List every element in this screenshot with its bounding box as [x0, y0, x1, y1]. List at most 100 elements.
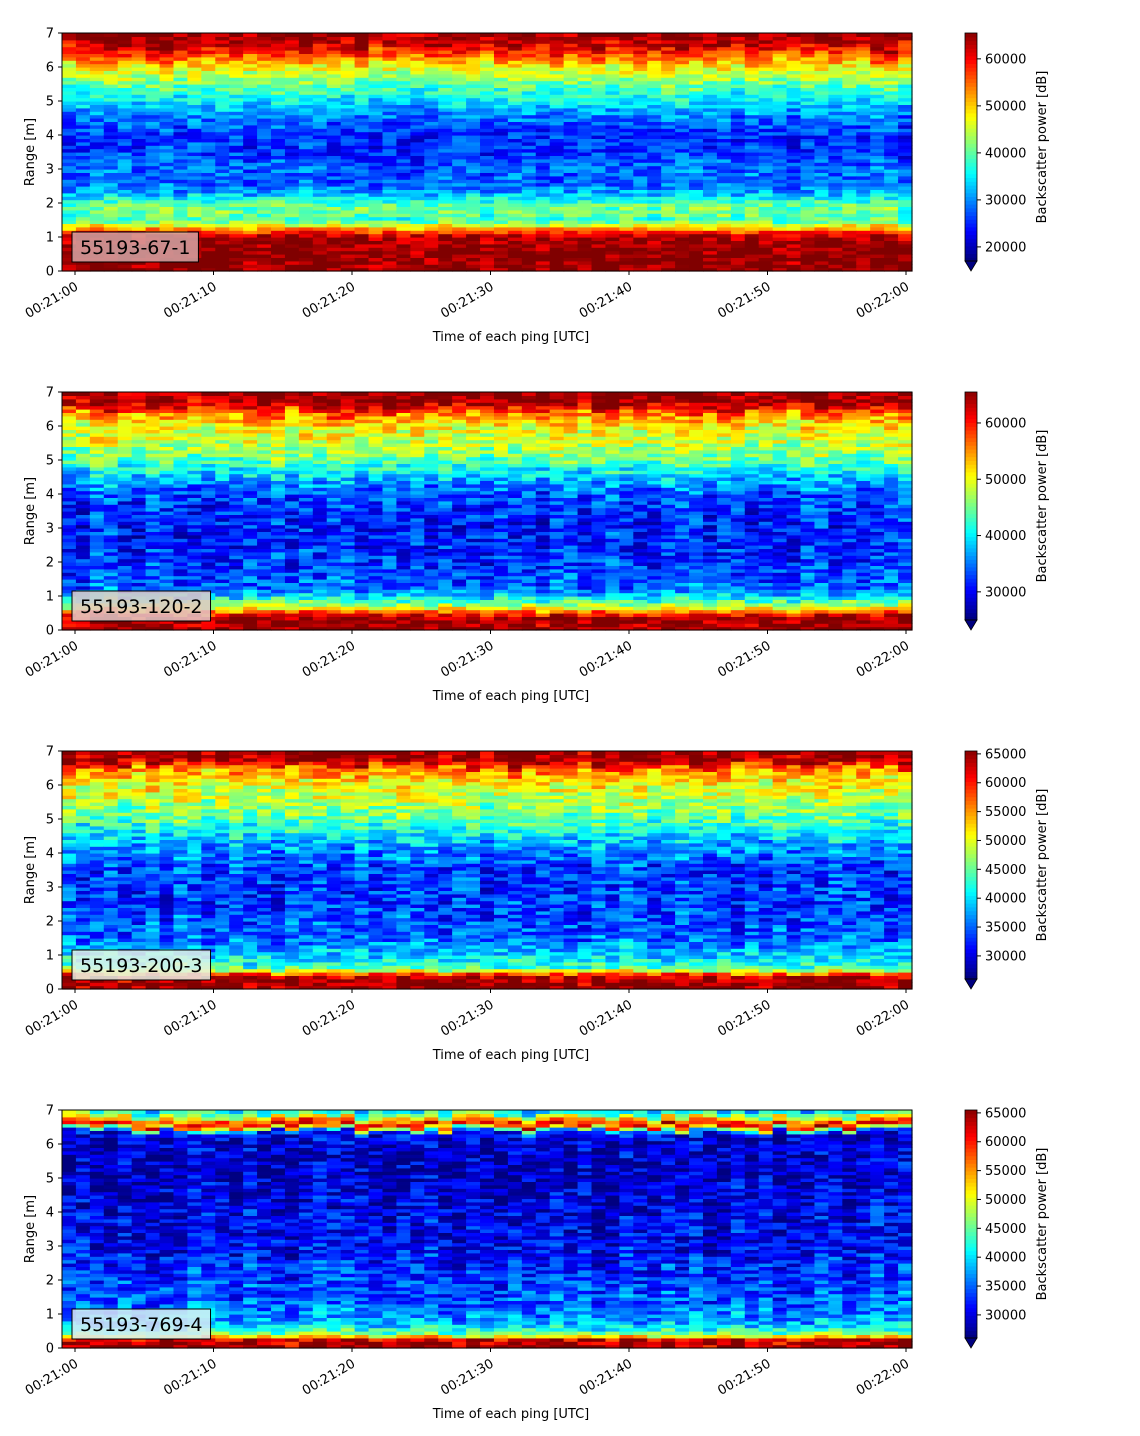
heatmap-cell: [480, 247, 495, 252]
heatmap-cell: [758, 233, 774, 238]
heatmap-cell: [145, 33, 161, 37]
heatmap-cell: [187, 209, 202, 214]
heatmap-cell: [326, 36, 342, 41]
heatmap-cell: [466, 77, 481, 82]
heatmap-cell: [480, 213, 495, 218]
heatmap-cell: [480, 250, 495, 255]
heatmap-cell: [62, 148, 77, 153]
heatmap-cell: [480, 226, 495, 231]
colorbar-segment: [965, 147, 977, 152]
heatmap-cell: [396, 84, 411, 88]
heatmap-cell: [549, 152, 565, 156]
heatmap-cell: [591, 182, 607, 187]
heatmap-cell: [62, 206, 77, 211]
heatmap-cell: [535, 199, 551, 204]
heatmap-cell: [884, 111, 899, 116]
heatmap-cell: [730, 250, 746, 255]
heatmap-cell: [856, 226, 871, 231]
heatmap-cell: [438, 192, 453, 197]
heatmap-cell: [243, 189, 258, 194]
heatmap-cell: [62, 155, 77, 160]
heatmap-cell: [452, 267, 467, 272]
heatmap-cell: [201, 237, 216, 241]
heatmap-cell: [689, 124, 704, 129]
heatmap-cell: [786, 223, 802, 228]
heatmap-cell: [312, 233, 328, 238]
heatmap-cell: [117, 426, 133, 430]
heatmap-cell: [535, 196, 551, 201]
heatmap-cell: [466, 203, 481, 207]
heatmap-cell: [75, 155, 91, 160]
heatmap-cell: [842, 43, 857, 48]
heatmap-cell: [62, 480, 77, 485]
heatmap-cell: [215, 39, 230, 44]
heatmap-cell: [493, 53, 509, 58]
heatmap-cell: [173, 63, 189, 68]
heatmap-cell: [298, 70, 314, 75]
heatmap-cell: [284, 36, 300, 41]
heatmap-cell: [103, 189, 119, 194]
heatmap-cell: [103, 415, 119, 420]
heatmap-cell: [312, 60, 328, 65]
heatmap-cell: [730, 124, 746, 129]
heatmap-cell: [103, 111, 119, 116]
heatmap-cell: [438, 264, 453, 269]
heatmap-cell: [257, 118, 272, 122]
heatmap-cell: [675, 145, 690, 150]
heatmap-cell: [549, 63, 565, 68]
heatmap-cell: [298, 203, 314, 207]
heatmap-cell: [619, 250, 634, 255]
heatmap-cell: [424, 124, 439, 129]
heatmap-cell: [842, 264, 857, 269]
heatmap-cell: [591, 56, 607, 61]
heatmap-cell: [605, 63, 620, 68]
heatmap-cell: [340, 169, 356, 173]
heatmap-cell: [75, 121, 91, 126]
heatmap-cell: [870, 186, 885, 190]
heatmap-cell: [744, 131, 760, 136]
heatmap-cell: [201, 107, 216, 112]
heatmap-cell: [730, 114, 746, 119]
heatmap-cell: [271, 254, 286, 258]
heatmap-cell: [326, 223, 342, 228]
heatmap-cell: [75, 415, 91, 420]
heatmap-cell: [326, 104, 342, 109]
heatmap-cell: [675, 138, 690, 143]
heatmap-cell: [382, 247, 398, 252]
heatmap-cell: [75, 449, 91, 454]
heatmap-cell: [257, 240, 272, 245]
heatmap-cell: [438, 80, 453, 85]
heatmap-cell: [870, 179, 885, 184]
heatmap-cell: [215, 101, 230, 105]
heatmap-cell: [675, 223, 690, 228]
heatmap-cell: [842, 104, 857, 109]
heatmap-cell: [898, 152, 913, 156]
heatmap-cell: [870, 223, 885, 228]
heatmap-cell: [675, 73, 690, 78]
heatmap-cell: [493, 90, 509, 95]
heatmap-cell: [730, 145, 746, 150]
heatmap-cell: [689, 220, 704, 224]
heatmap-cell: [75, 114, 91, 119]
heatmap-cell: [173, 46, 189, 51]
heatmap-cell: [340, 186, 356, 190]
heatmap-cell: [675, 216, 690, 221]
heatmap-cell: [340, 67, 356, 71]
heatmap-cell: [424, 240, 439, 245]
heatmap-cell: [758, 240, 774, 245]
heatmap-cell: [75, 118, 91, 122]
heatmap-cell: [856, 155, 871, 160]
heatmap-cell: [466, 87, 481, 92]
heatmap-cell: [326, 264, 342, 269]
heatmap-cell: [702, 220, 718, 224]
heatmap-cell: [702, 124, 718, 129]
heatmap-cell: [772, 172, 788, 177]
heatmap-cell: [480, 87, 495, 92]
heatmap-cell: [340, 213, 356, 218]
heatmap-cell: [229, 56, 244, 61]
heatmap-cell: [898, 209, 913, 214]
heatmap-cell: [535, 131, 551, 136]
heatmap-cell: [591, 220, 607, 224]
heatmap-cell: [577, 152, 593, 156]
heatmap-cell: [89, 623, 105, 628]
